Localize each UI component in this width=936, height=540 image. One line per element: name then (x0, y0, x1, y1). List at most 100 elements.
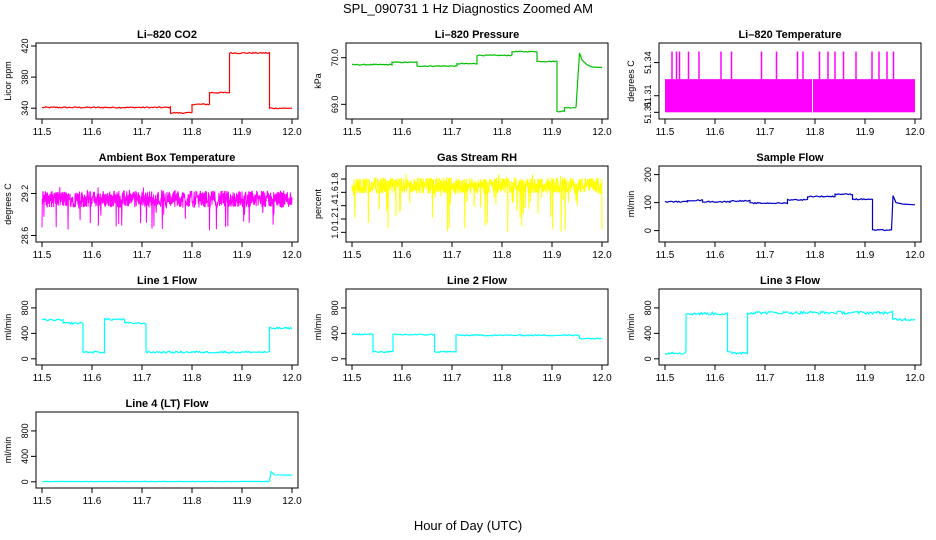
panel-title: Line 2 Flow (447, 275, 507, 287)
x-tick-label: 11.7 (443, 127, 462, 138)
x-tick-label: 11.6 (393, 127, 412, 138)
x-tick-label: 11.8 (183, 127, 202, 138)
y-tick-label: 1.6 (330, 186, 340, 199)
y-tick-label: 420 (20, 38, 30, 53)
x-tick-label: 12.0 (592, 250, 612, 261)
x-tick-label: 11.7 (756, 373, 775, 384)
x-tick-label: 12.0 (282, 496, 302, 507)
y-axis-label: ml/min (626, 314, 636, 341)
y-tick-label: 0 (643, 228, 653, 233)
x-tick-label: 11.5 (33, 250, 52, 261)
series-band (665, 79, 915, 113)
x-tick-label: 11.7 (133, 373, 152, 384)
panel-title: Li–820 Pressure (435, 29, 519, 41)
y-tick-label: 1.8 (330, 173, 340, 186)
x-tick-label: 11.7 (133, 127, 152, 138)
y-tick-label: 400 (330, 326, 340, 341)
x-tick-label: 12.0 (592, 373, 612, 384)
y-tick-label: 0 (643, 356, 653, 361)
figure-x-axis-label: Hour of Day (UTC) (413, 518, 523, 533)
y-tick-label: 800 (20, 300, 30, 315)
series-line (664, 310, 916, 355)
plot-frame (35, 411, 299, 489)
panel-title: Ambient Box Temperature (99, 152, 236, 164)
data-layer (665, 51, 915, 113)
y-tick-label: 1.2 (330, 213, 340, 226)
x-tick-label: 11.6 (706, 127, 725, 138)
y-tick-label: 400 (643, 326, 653, 341)
y-axis-label: ml/min (3, 314, 13, 341)
plot-frame (35, 288, 299, 366)
panel-title: Gas Stream RH (437, 152, 517, 164)
y-tick-label: 0 (20, 479, 30, 484)
y-tick-label: 800 (20, 423, 30, 438)
x-tick-label: 11.7 (443, 250, 462, 261)
y-tick-label: 100 (643, 195, 653, 210)
panel-title: Line 1 Flow (137, 275, 197, 287)
plot-frame (345, 165, 609, 243)
y-axis-label: ml/min (3, 437, 13, 464)
y-axis-label: degrees C (3, 183, 13, 225)
x-tick-label: 11.5 (33, 127, 52, 138)
figure-title: SPL_090731 1 Hz Diagnostics Zoomed AM (342, 1, 594, 16)
panel-title: Sample Flow (756, 152, 824, 164)
panel-10: Line 4 (LT) Flow 11.5 11.6 11.7 11.8 11.9 12.0… (3, 398, 302, 507)
x-tick-label: 11.5 (343, 373, 362, 384)
x-tick-label: 11.7 (133, 496, 152, 507)
x-tick-label: 11.9 (543, 373, 562, 384)
y-tick-label: 800 (330, 300, 340, 315)
y-tick-label: 51.31 (643, 101, 653, 124)
x-tick-label: 11.9 (233, 250, 252, 261)
x-tick-label: 12.0 (905, 250, 925, 261)
series-line (268, 470, 293, 482)
panel-5: Gas Stream RH 11.5 11.6 11.7 11.8 11.9 12.0 1.0… (313, 152, 612, 261)
panel-1: Li–820 CO2 11.5 11.6 11.7 11.8 11.9 12.0 340 380… (3, 29, 302, 138)
x-tick-label: 12.0 (282, 250, 302, 261)
y-axis-label: Licor ppm (3, 61, 13, 101)
x-tick-label: 11.8 (806, 373, 825, 384)
series-line (575, 52, 603, 108)
y-tick-label: 400 (20, 326, 30, 341)
x-tick-label: 11.9 (543, 250, 562, 261)
series-line (351, 173, 603, 233)
x-tick-label: 11.8 (183, 496, 202, 507)
data-layer (41, 186, 293, 231)
x-tick-label: 11.9 (856, 250, 875, 261)
x-tick-label: 12.0 (592, 127, 612, 138)
y-tick-label: 340 (20, 101, 30, 116)
panel-title: Line 3 Flow (760, 275, 820, 287)
panel-9: Line 3 Flow 11.5 11.6 11.7 11.8 11.9 12.0 0 400 8… (626, 275, 925, 384)
y-tick-label: 200 (643, 167, 653, 182)
panel-2: Li–820 Pressure 11.5 11.6 11.7 11.8 11.9 12.0 6… (313, 29, 612, 138)
x-tick-label: 12.0 (905, 127, 925, 138)
plot-frame (345, 288, 609, 366)
y-tick-label: 51.34 (643, 51, 653, 74)
x-tick-label: 12.0 (282, 127, 302, 138)
data-layer (664, 310, 916, 355)
panel-4: Ambient Box Temperature 11.5 11.6 11.7 11.8 1… (3, 152, 302, 261)
x-tick-label: 11.6 (706, 250, 725, 261)
y-tick-label: 1.4 (330, 199, 340, 212)
y-tick-label: 0 (20, 356, 30, 361)
x-tick-label: 11.8 (493, 127, 512, 138)
y-tick-label: 69.0 (330, 96, 340, 114)
x-tick-label: 11.6 (83, 373, 102, 384)
plot-frame (658, 42, 922, 120)
x-tick-label: 11.8 (806, 127, 825, 138)
x-tick-label: 11.5 (343, 127, 362, 138)
x-tick-label: 11.6 (393, 250, 412, 261)
panel-7: Line 1 Flow 11.5 11.6 11.7 11.8 11.9 12.0 0 400 8… (3, 275, 302, 384)
x-tick-label: 11.8 (493, 373, 512, 384)
data-layer (351, 332, 603, 354)
plot-frame (658, 165, 922, 243)
x-tick-label: 12.0 (905, 373, 925, 384)
x-tick-label: 11.6 (83, 127, 102, 138)
y-tick-label: 70.0 (330, 49, 340, 67)
series-line (352, 50, 576, 113)
plot-frame (35, 42, 299, 120)
x-tick-label: 12.0 (282, 373, 302, 384)
y-axis-label: degrees C (626, 60, 636, 102)
x-tick-label: 11.9 (233, 373, 252, 384)
series-line (41, 51, 293, 115)
